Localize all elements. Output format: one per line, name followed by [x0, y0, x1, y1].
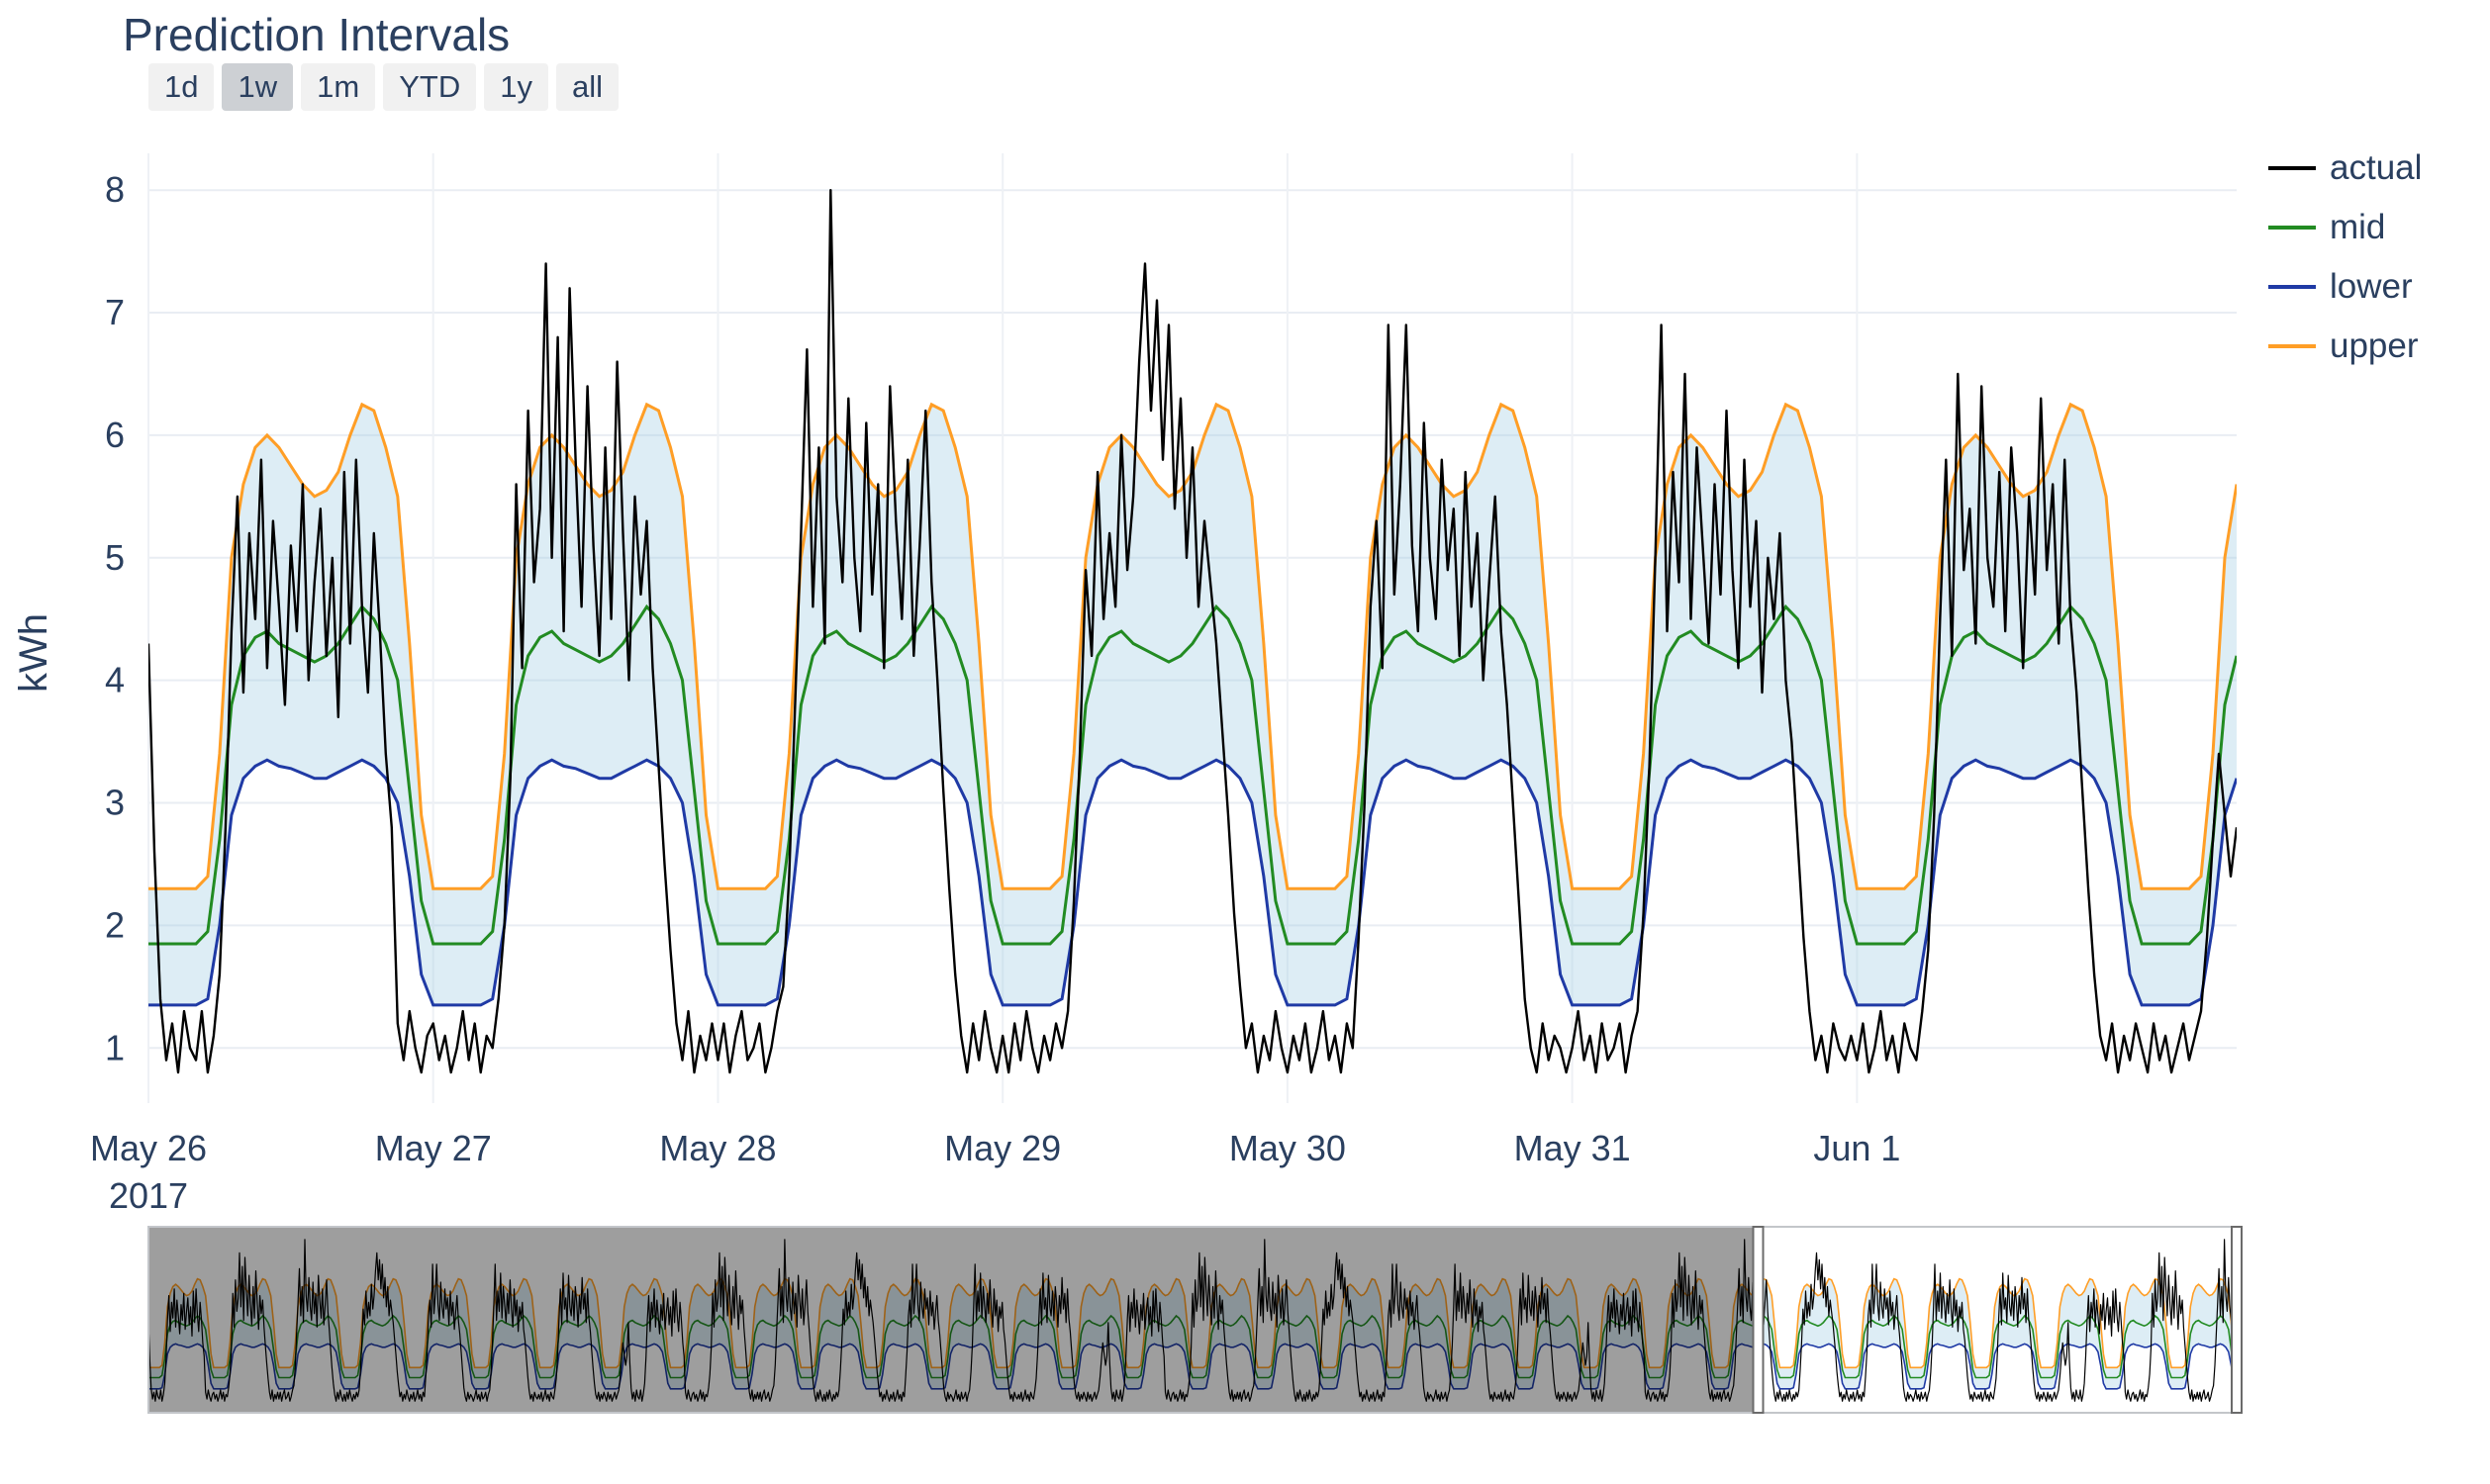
- y-axis-title: kWh: [12, 613, 55, 693]
- x-tick-label: May 30: [1229, 1128, 1346, 1168]
- legend-item-upper[interactable]: upper: [2268, 326, 2422, 366]
- chart-title: Prediction Intervals: [123, 9, 511, 60]
- actual-line-swatch-icon: [2268, 166, 2316, 170]
- slider-handle-right[interactable]: [2231, 1226, 2243, 1414]
- upper-line: [148, 1277, 2238, 1369]
- lower-line: [148, 758, 2237, 1007]
- legend-item-mid[interactable]: mid: [2268, 208, 2422, 247]
- range-slider[interactable]: [147, 1226, 2243, 1414]
- legend-label-actual: actual: [2330, 148, 2423, 187]
- upper-line-swatch-icon: [2268, 344, 2316, 348]
- mid-line-swatch-icon: [2268, 226, 2316, 230]
- main-plot: [148, 188, 2237, 1074]
- x-tick-label: May 31: [1514, 1128, 1631, 1168]
- lower-line: [148, 1343, 2238, 1390]
- legend-item-actual[interactable]: actual: [2268, 148, 2422, 188]
- x-tick-label: May 29: [944, 1128, 1061, 1168]
- slider-handle-left[interactable]: [1752, 1226, 1765, 1414]
- x-tick-label: May 27: [375, 1128, 492, 1168]
- range-button-1m[interactable]: 1m: [301, 63, 376, 112]
- mid-line: [148, 603, 2237, 946]
- x-tick-label: May 26: [90, 1128, 207, 1168]
- range-button-1y[interactable]: 1y: [484, 63, 548, 112]
- legend: actual mid lower upper: [2268, 148, 2422, 366]
- y-tick-label: 4: [105, 660, 125, 700]
- range-button-1d[interactable]: 1d: [148, 63, 215, 112]
- y-tick-label: 5: [105, 537, 125, 578]
- y-tick-label: 2: [105, 904, 125, 945]
- axis-labels: 1 2 3 4 5 6 7 8 May 26 2017 May 27 May 28 May 29 May …: [90, 169, 1900, 1216]
- plot-area[interactable]: [148, 153, 2237, 1103]
- actual-line: [148, 188, 2237, 1074]
- range-button-all[interactable]: all: [555, 63, 619, 112]
- y-tick-label: 1: [105, 1027, 125, 1067]
- range-selector: 1d 1w 1m YTD 1y all: [148, 63, 619, 112]
- y-tick-label: 8: [105, 169, 125, 210]
- lower-line-swatch-icon: [2268, 285, 2316, 289]
- x-tick-label: May 28: [659, 1128, 776, 1168]
- prediction-band: [148, 404, 2237, 1005]
- y-tick-label: 7: [105, 292, 125, 332]
- y-tick-label: 6: [105, 415, 125, 455]
- slider-mask-left[interactable]: [148, 1227, 1759, 1413]
- y-tick-label: 3: [105, 783, 125, 823]
- range-button-1w[interactable]: 1w: [222, 63, 294, 112]
- x-tick-label: Jun 1: [1813, 1128, 1900, 1168]
- legend-label-lower: lower: [2330, 267, 2413, 306]
- x-tick-sublabel: 2017: [109, 1175, 188, 1216]
- actual-line: [147, 1239, 2238, 1402]
- legend-item-lower[interactable]: lower: [2268, 267, 2422, 307]
- range-button-ytd[interactable]: YTD: [383, 63, 477, 112]
- legend-label-mid: mid: [2330, 208, 2386, 246]
- legend-label-upper: upper: [2330, 326, 2419, 365]
